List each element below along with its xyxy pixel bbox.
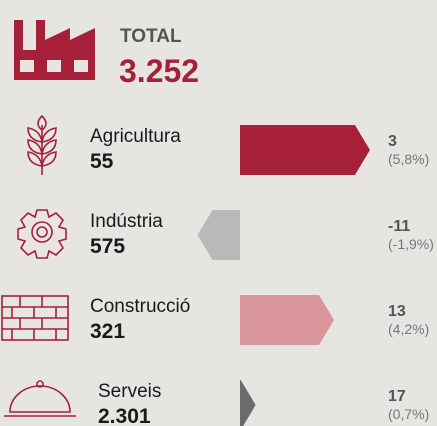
item-label: Construcció bbox=[90, 296, 190, 317]
change-arrow bbox=[240, 125, 370, 175]
item-value: 321 bbox=[90, 320, 125, 343]
item-pct: (0,7%) bbox=[388, 406, 429, 422]
change-arrow bbox=[197, 210, 240, 260]
item-change: 3 bbox=[388, 133, 397, 150]
item-pct: (4,2%) bbox=[388, 321, 429, 337]
change-arrow bbox=[240, 295, 335, 345]
gear-icon bbox=[17, 209, 67, 259]
item-value: 575 bbox=[90, 235, 125, 258]
item-pct: (5,8%) bbox=[388, 151, 429, 167]
total-title: TOTAL bbox=[120, 26, 182, 47]
item-pct: (-1,9%) bbox=[388, 236, 434, 252]
change-arrow bbox=[240, 380, 256, 426]
item-label: Serveis bbox=[98, 381, 161, 402]
item-label: Agricultura bbox=[90, 126, 181, 147]
item-change: 13 bbox=[388, 303, 406, 320]
item-label: Indústria bbox=[90, 211, 163, 232]
item-value: 2.301 bbox=[98, 405, 151, 426]
item-change: 17 bbox=[388, 388, 406, 405]
factory-icon bbox=[14, 20, 95, 80]
item-value: 55 bbox=[90, 150, 114, 173]
bricks-icon bbox=[1, 295, 69, 341]
total-value: 3.252 bbox=[119, 53, 199, 89]
item-change: -11 bbox=[388, 218, 410, 235]
cloche-icon bbox=[4, 380, 76, 417]
wheat-icon bbox=[27, 114, 57, 175]
